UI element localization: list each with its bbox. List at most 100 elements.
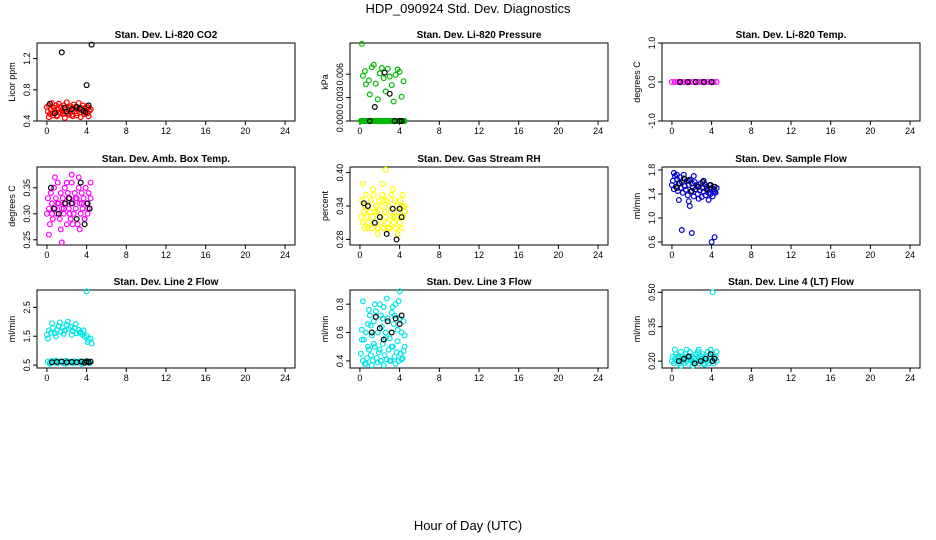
y-axis-label: ml/min	[632, 316, 642, 343]
y-axis-label: ml/min	[7, 316, 17, 343]
data-point-black	[694, 183, 701, 190]
x-tick-label: 12	[161, 126, 171, 136]
data-point-main	[675, 197, 682, 204]
x-tick-label: 16	[826, 373, 836, 383]
data-point-black	[699, 179, 706, 186]
data-point-main	[695, 195, 702, 202]
data-point-main	[700, 177, 707, 184]
data-point-main	[74, 221, 81, 228]
data-point-main	[711, 234, 718, 241]
data-point-main	[367, 322, 374, 329]
data-point-main	[374, 230, 381, 237]
y-tick-label: -1.0	[647, 113, 657, 129]
data-point-black	[58, 49, 65, 56]
data-point-black	[711, 355, 718, 362]
x-tick-label: 0	[44, 373, 49, 383]
plot-frame	[661, 166, 921, 246]
y-tick-label: 0.8	[335, 298, 345, 311]
data-point-main	[45, 231, 52, 238]
data-point-black	[398, 117, 405, 124]
data-point-main	[398, 225, 405, 232]
x-tick-label: 12	[474, 373, 484, 383]
data-points	[668, 170, 720, 246]
x-tick-label: 16	[201, 126, 211, 136]
data-point-main	[684, 192, 691, 199]
data-point-black	[711, 183, 718, 190]
data-point-main	[673, 171, 680, 178]
data-point-main	[81, 216, 88, 223]
x-tick-label: 4	[84, 373, 89, 383]
data-point-main	[78, 190, 85, 197]
data-point-main	[367, 197, 374, 204]
y-tick-label: 0.35	[647, 318, 657, 336]
data-point-main	[88, 340, 95, 347]
data-point-main	[680, 78, 687, 85]
data-point-main	[84, 210, 91, 217]
data-point-main	[688, 230, 695, 237]
data-point-black	[65, 195, 72, 202]
data-point-black	[364, 203, 371, 210]
data-point-main	[375, 197, 382, 204]
data-point-main	[382, 214, 389, 221]
data-point-main	[380, 75, 387, 82]
data-point-main	[362, 329, 369, 336]
data-point-main	[388, 82, 395, 89]
data-point-main	[395, 208, 402, 215]
data-point-main	[705, 197, 712, 204]
data-point-black	[384, 318, 391, 325]
data-point-main	[401, 332, 408, 339]
data-point-black	[398, 214, 405, 221]
data-point-main	[54, 200, 61, 207]
data-point-black	[675, 358, 682, 365]
x-tick-label: 16	[826, 126, 836, 136]
data-point-black	[50, 205, 57, 212]
data-point-main	[72, 321, 79, 328]
data-point-black	[685, 353, 692, 360]
y-axis-label: Licor ppm	[7, 62, 17, 102]
subplot-7: Stan. Dev. Line 2 Flow 0 4 8 12 16 20 24 0.5 1.5 2…	[7, 277, 296, 383]
x-tick-label: 24	[280, 126, 290, 136]
data-point-main	[372, 80, 379, 87]
data-point-main	[674, 78, 681, 85]
data-point-black	[53, 358, 60, 365]
y-axis-label: kPa	[320, 74, 330, 90]
y-tick-label: 1.2	[22, 52, 32, 65]
data-point-black	[392, 315, 399, 322]
data-point-main	[68, 171, 75, 178]
data-point-main	[365, 77, 372, 84]
data-point-main	[363, 355, 370, 362]
x-tick-label: 0	[357, 250, 362, 260]
data-points	[43, 41, 95, 121]
data-point-main	[51, 174, 58, 181]
subplot-title: Stan. Dev. Li-820 CO2	[115, 30, 218, 41]
data-point-main	[704, 78, 711, 85]
data-point-main	[56, 216, 63, 223]
data-point-main	[56, 319, 63, 326]
data-point-main	[360, 336, 367, 343]
data-point-black	[673, 185, 680, 192]
data-point-main	[83, 288, 90, 295]
data-point-black	[380, 336, 387, 343]
x-tick-label: 12	[161, 250, 171, 260]
data-point-black	[680, 355, 687, 362]
data-point-main	[392, 301, 399, 308]
data-point-main	[686, 78, 693, 85]
y-tick-label: 0.000	[335, 110, 345, 133]
data-point-main	[379, 180, 386, 187]
data-point-black	[371, 103, 378, 110]
plot-frame	[349, 42, 609, 122]
subplot-3: Stan. Dev. Li-820 Temp. 0 4 8 12 16 20 24 -1.0 0.…	[632, 30, 921, 136]
data-point-black	[389, 205, 396, 212]
x-tick-label: 8	[437, 373, 442, 383]
x-tick-label: 24	[593, 126, 603, 136]
y-tick-label: 1.5	[22, 330, 32, 343]
data-point-main	[364, 225, 371, 232]
data-point-main	[50, 184, 57, 191]
data-point-black	[73, 216, 80, 223]
data-point-main	[380, 304, 387, 311]
data-point-main	[64, 318, 71, 325]
data-point-main	[366, 91, 373, 98]
data-point-main	[358, 40, 365, 47]
data-point-main	[383, 295, 390, 302]
data-point-black	[87, 358, 94, 365]
